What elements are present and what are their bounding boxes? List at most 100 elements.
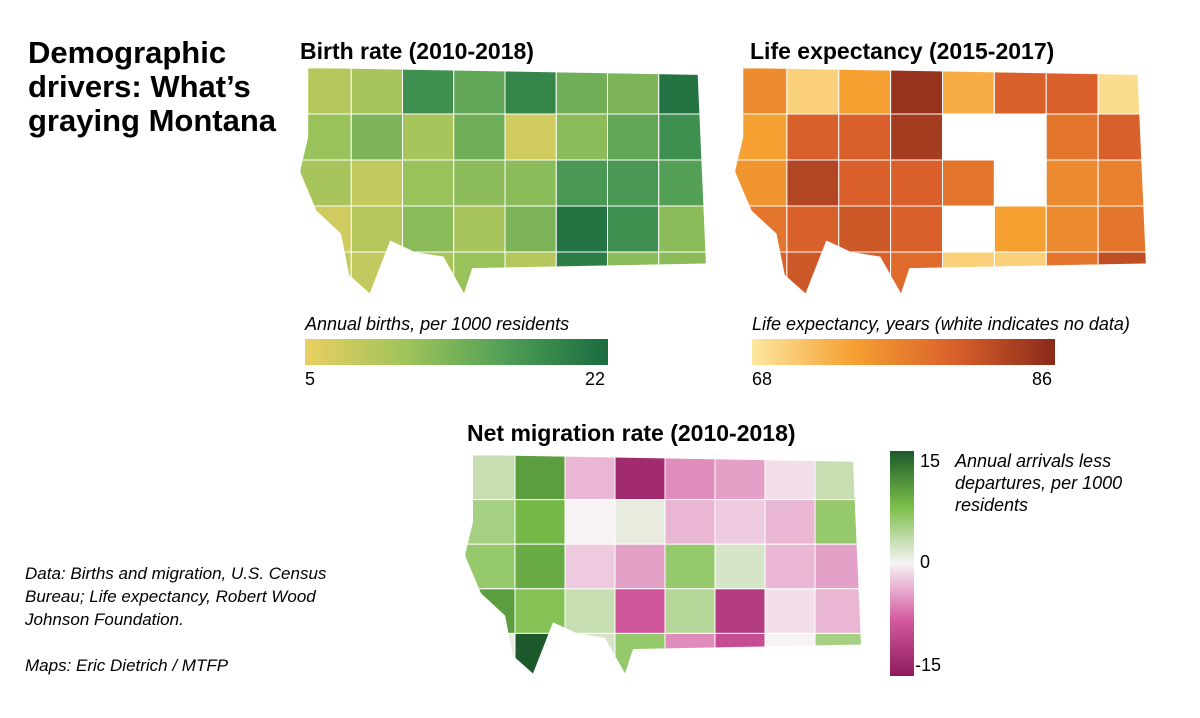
county-cell xyxy=(658,205,706,253)
county-cell xyxy=(1045,113,1099,161)
county-cell xyxy=(555,251,608,294)
county-cell xyxy=(564,588,616,634)
life-color-scale xyxy=(752,339,1055,365)
migration-legend-mid: 0 xyxy=(920,552,931,572)
county-cell xyxy=(786,251,840,294)
county-cell xyxy=(658,113,706,161)
county-cell xyxy=(453,68,506,115)
county-cell xyxy=(1097,205,1146,253)
county-cell xyxy=(555,205,608,253)
county-cell xyxy=(814,499,861,545)
main-title: Demographic drivers: What’s graying Mont… xyxy=(28,35,277,138)
county-cell xyxy=(838,205,892,253)
county-cell xyxy=(786,113,840,161)
county-cell xyxy=(714,632,766,674)
life-legend-label: Life expectancy, years (white indicates … xyxy=(752,314,1130,334)
life-legend-min: 68 xyxy=(752,369,773,389)
county-cell xyxy=(764,632,816,674)
county-cell xyxy=(814,543,861,590)
county-cell xyxy=(614,543,666,590)
county-cell xyxy=(764,499,816,545)
county-cell xyxy=(735,113,788,161)
county-cell xyxy=(564,455,616,501)
county-cell xyxy=(890,159,943,207)
county-cell xyxy=(664,499,716,545)
county-cell xyxy=(942,68,995,115)
county-cell xyxy=(504,205,557,253)
county-cell xyxy=(607,205,660,253)
county-cell xyxy=(465,455,516,501)
county-cell xyxy=(993,205,1047,253)
county-cell xyxy=(658,159,706,207)
county-cell xyxy=(890,251,943,294)
county-cell xyxy=(735,251,788,294)
county-cell xyxy=(514,588,566,634)
data-source: Data: Births and migration, U.S. Census … xyxy=(25,564,327,629)
life-legend-max: 86 xyxy=(1032,369,1053,389)
county-cell xyxy=(350,68,403,115)
county-cell xyxy=(350,159,403,207)
county-cell xyxy=(614,499,666,545)
county-cell xyxy=(300,159,352,207)
county-cell xyxy=(465,632,516,674)
life-map-title: Life expectancy (2015-2017) xyxy=(750,38,1055,64)
migration-legend-max: 15 xyxy=(920,451,941,471)
county-cell xyxy=(714,499,766,545)
county-cell xyxy=(1045,68,1099,115)
county-cell xyxy=(564,543,616,590)
county-cell xyxy=(764,455,816,501)
county-cell xyxy=(607,251,660,294)
county-cell xyxy=(453,205,506,253)
county-cell xyxy=(614,455,666,501)
county-cell xyxy=(350,205,403,253)
county-cell xyxy=(300,251,352,294)
county-cell xyxy=(838,159,892,207)
county-cell xyxy=(514,455,566,501)
county-cell xyxy=(607,113,660,161)
county-cell xyxy=(658,251,706,294)
county-cell xyxy=(465,543,516,590)
county-cell xyxy=(504,113,557,161)
county-cell xyxy=(993,68,1047,115)
county-cell xyxy=(1097,159,1146,207)
county-cell xyxy=(814,455,861,501)
county-cell xyxy=(664,543,716,590)
county-cell xyxy=(890,68,943,115)
birth-legend-min: 5 xyxy=(305,369,316,389)
county-cell xyxy=(786,159,840,207)
county-cell xyxy=(786,68,840,115)
county-cell xyxy=(453,113,506,161)
county-cell xyxy=(1097,113,1146,161)
birth-color-scale xyxy=(305,339,608,365)
county-cell xyxy=(942,159,995,207)
county-cell xyxy=(942,205,995,253)
county-cell xyxy=(1045,251,1099,294)
county-cell xyxy=(607,68,660,115)
county-cell xyxy=(504,68,557,115)
county-cell xyxy=(890,113,943,161)
county-cell xyxy=(993,159,1047,207)
county-cell xyxy=(714,543,766,590)
county-cell xyxy=(614,588,666,634)
county-cell xyxy=(350,113,403,161)
county-cell xyxy=(814,632,861,674)
county-cell xyxy=(555,113,608,161)
county-cell xyxy=(402,251,455,294)
county-cell xyxy=(664,455,716,501)
county-cell xyxy=(555,68,608,115)
county-cell xyxy=(564,632,616,674)
county-cell xyxy=(1097,251,1146,294)
county-cell xyxy=(786,205,840,253)
life-expectancy-map xyxy=(735,68,1146,294)
county-cell xyxy=(658,68,706,115)
county-cell xyxy=(993,113,1047,161)
county-cell xyxy=(402,159,455,207)
county-cell xyxy=(664,588,716,634)
county-cell xyxy=(504,251,557,294)
map-credit: Maps: Eric Dietrich / MTFP xyxy=(25,656,229,675)
county-cell xyxy=(465,588,516,634)
birth-legend-label: Annual births, per 1000 residents xyxy=(305,314,570,334)
county-cell xyxy=(993,251,1047,294)
county-cell xyxy=(453,251,506,294)
county-cell xyxy=(300,68,352,115)
